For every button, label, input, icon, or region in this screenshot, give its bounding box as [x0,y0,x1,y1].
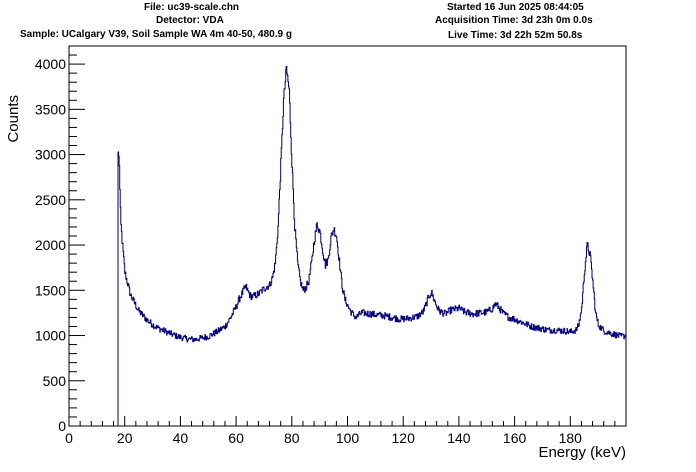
y-tick-label: 3500 [35,101,66,117]
y-tick-label: 3000 [35,147,66,163]
x-tick-label: 120 [392,430,416,446]
x-tick-label: 20 [117,430,133,446]
y-tick-label: 2500 [35,192,66,208]
header-detector: Detector: VDA [156,15,224,26]
x-tick-label: 180 [559,430,583,446]
y-tick-label: 1000 [35,328,66,344]
x-tick-label: 80 [284,430,300,446]
x-tick-label: 40 [173,430,189,446]
header-file: File: uc39-scale.chn [144,2,240,13]
header-acquisition-time: Acquisition Time: 3d 23h 0m 0.0s [435,15,593,26]
header-sample: Sample: UCalgary V39, Soil Sample WA 4m … [20,29,292,40]
y-tick-label: 1500 [35,282,66,298]
x-tick-label: 140 [447,430,471,446]
x-tick-label: 160 [503,430,527,446]
plot-frame [68,45,627,427]
y-tick-label: 4000 [35,56,66,72]
y-tick-label: 0 [58,418,66,434]
spectrum-line [118,65,627,343]
x-tick-label: 0 [65,430,73,446]
header-started: Started 16 Jun 2025 08:44:05 [447,2,584,13]
x-tick-label: 100 [336,430,360,446]
x-axis-label: Energy (keV) [538,444,626,461]
y-tick-label: 500 [43,373,67,389]
header-live-time: Live Time: 3d 22h 52m 50.8s [448,30,583,41]
y-axis-label: Counts [5,95,22,143]
x-tick-label: 60 [228,430,244,446]
y-tick-label: 2000 [35,237,66,253]
